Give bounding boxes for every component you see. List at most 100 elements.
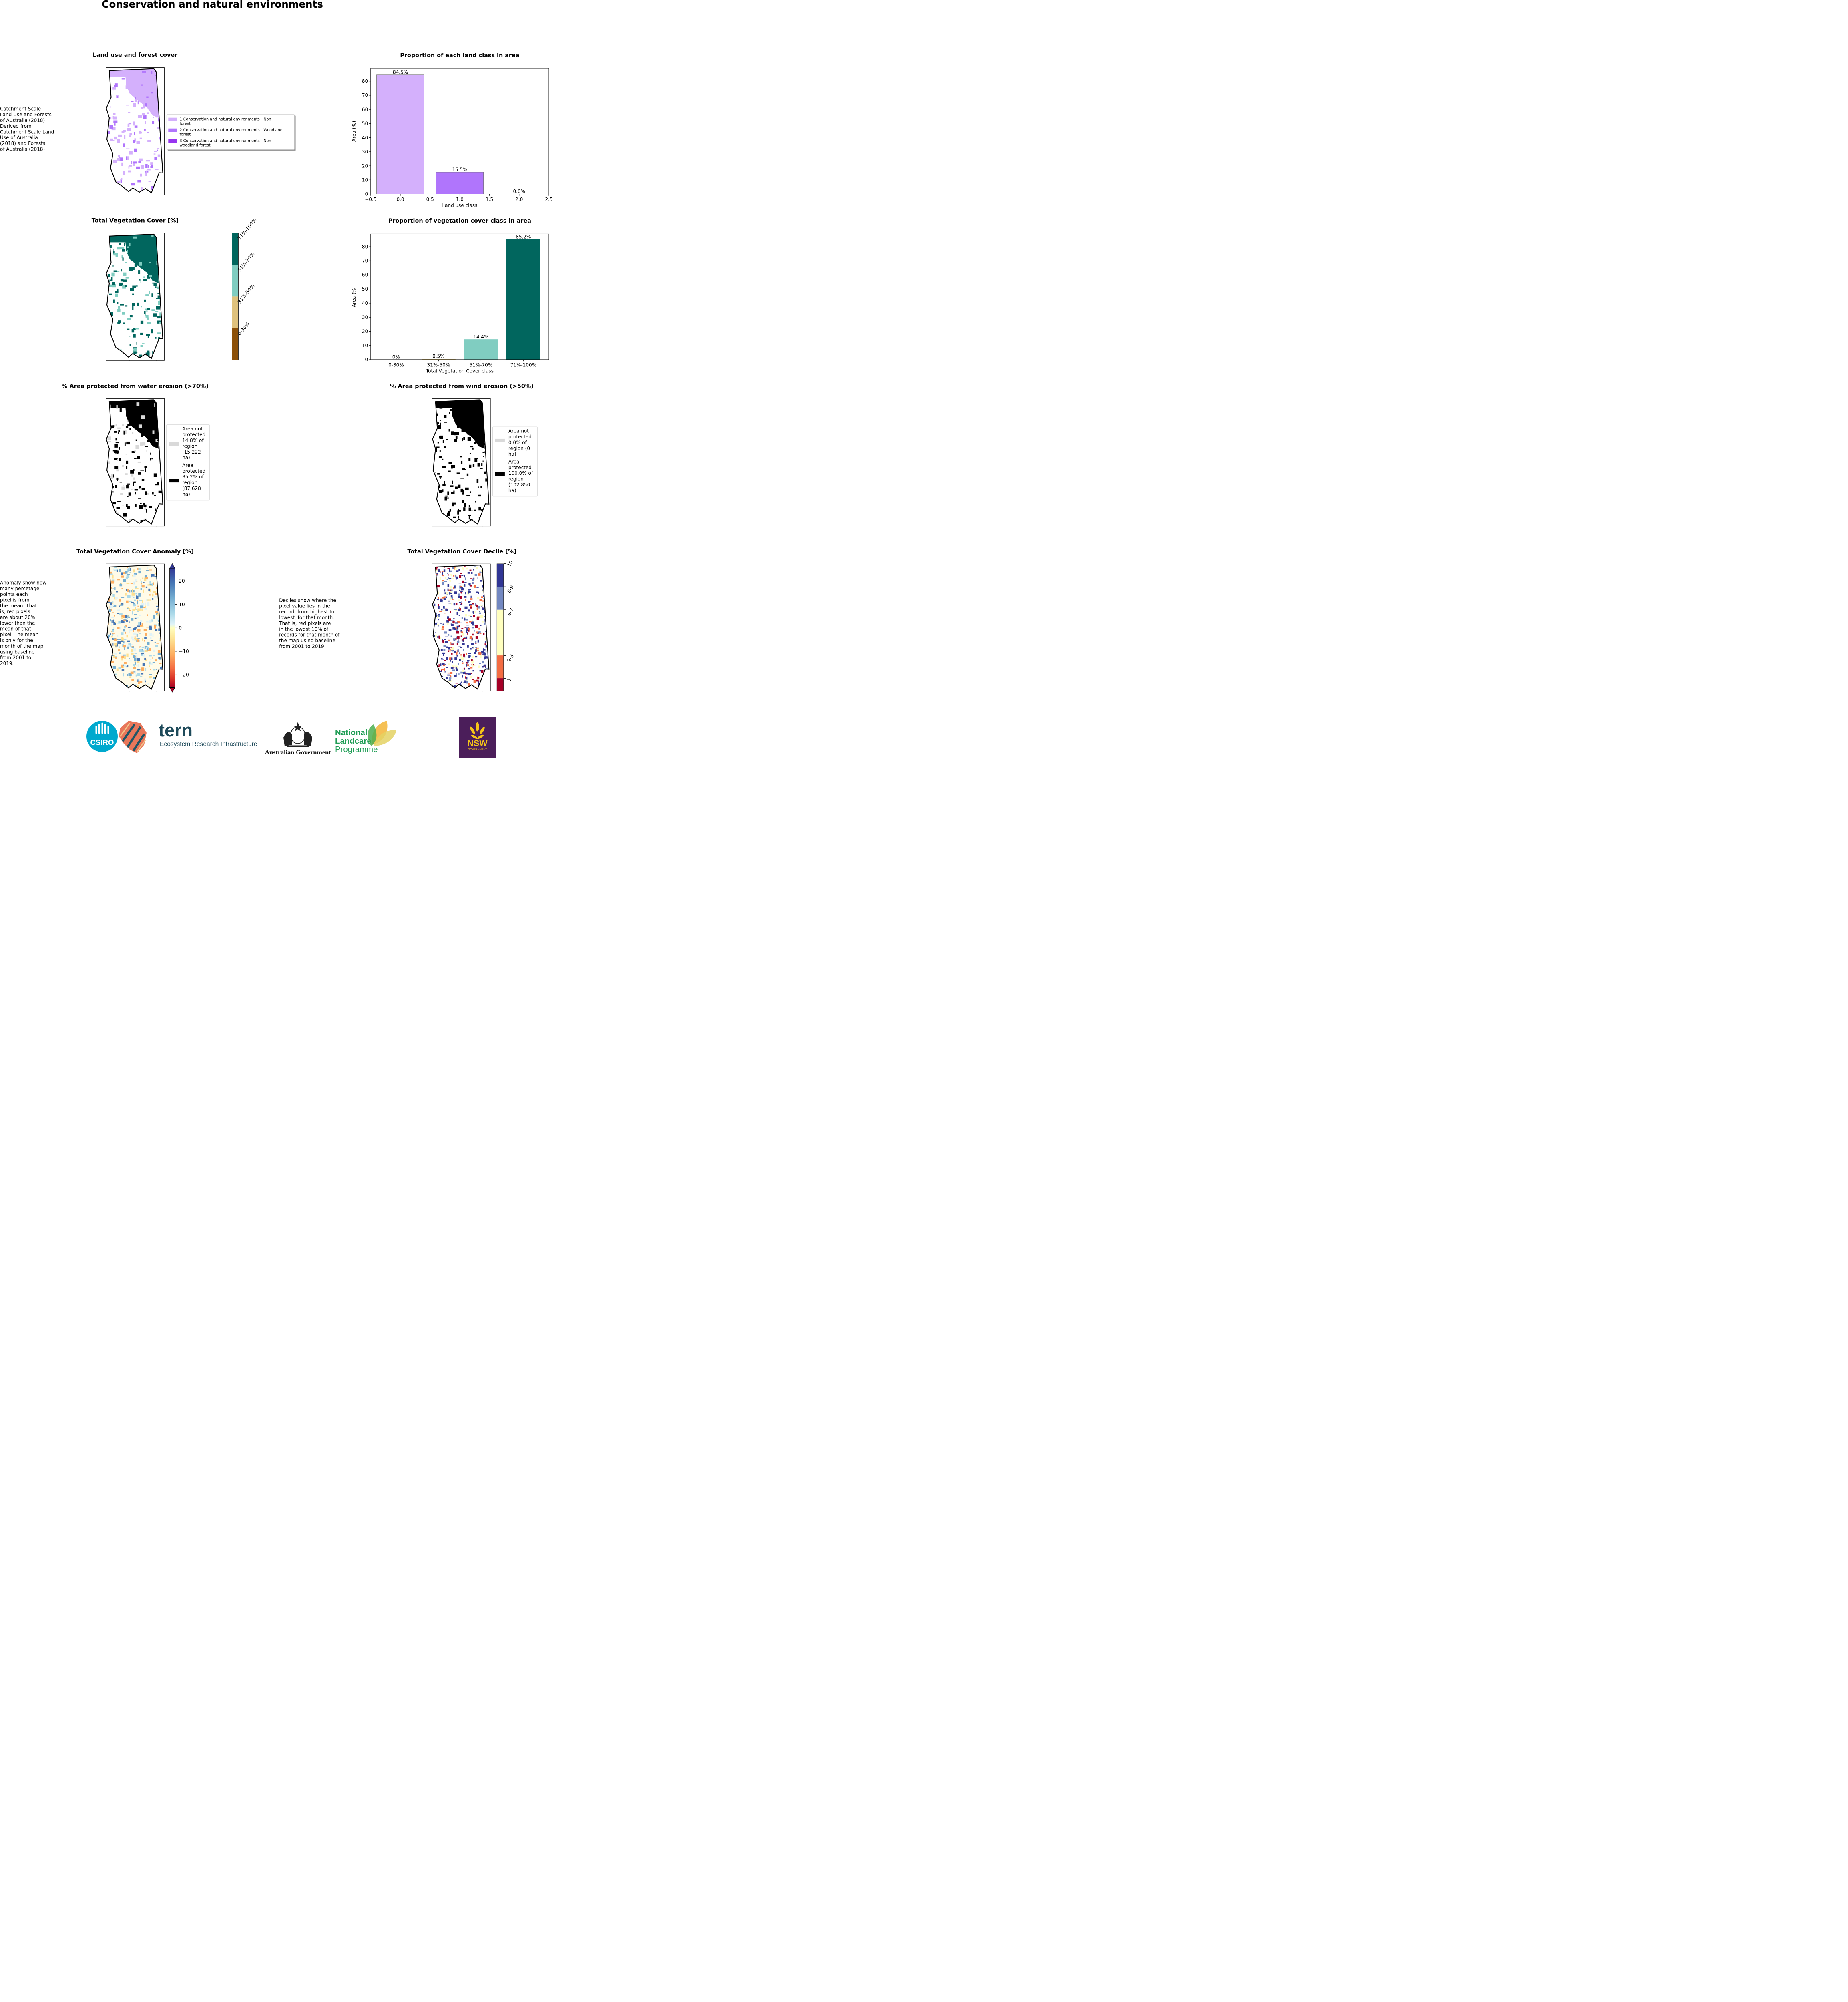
map-pixel-patch (124, 639, 127, 640)
map-pixel-patch (129, 519, 133, 522)
map-pixel-patch (127, 645, 130, 648)
map-pixel-patch (477, 605, 478, 607)
map-pixel-patch (476, 687, 478, 689)
map-pixel-patch (466, 628, 468, 631)
map-pixel-patch (120, 179, 122, 183)
map-pixel-patch (135, 674, 137, 677)
map-pixel-patch (108, 609, 111, 612)
map-pixel-patch (123, 619, 126, 621)
map-pixel-patch (472, 611, 474, 614)
map-pixel-patch (475, 641, 477, 643)
map-pixel-patch (126, 461, 128, 462)
legend-label: Area not protected 14.8% of region (15,2… (182, 426, 206, 461)
map-pixel-patch (143, 276, 145, 278)
map-pixel-patch (107, 634, 110, 636)
water-legend-protected: Area protected 85.2% of region (87,628 h… (169, 462, 205, 497)
map-pixel-patch (447, 568, 450, 569)
map-pixel-patch (119, 613, 123, 615)
map-pixel-patch (153, 153, 156, 155)
map-pixel-patch (149, 415, 151, 418)
map-pixel-patch (129, 315, 133, 318)
map-pixel-patch (126, 635, 128, 638)
map-pixel-patch (462, 662, 464, 664)
map-pixel-patch (135, 586, 137, 589)
map-pixel-patch (466, 677, 468, 680)
map-pixel-patch (466, 495, 470, 496)
map-pixel-patch (456, 627, 458, 629)
map-pixel-patch (454, 675, 457, 677)
map-pixel-patch (152, 121, 155, 124)
map-pixel-patch (108, 131, 110, 134)
map-pixel-patch (469, 569, 472, 571)
map-pixel-patch (462, 611, 464, 612)
map-pixel-patch (147, 683, 150, 685)
map-pixel-patch (129, 629, 133, 631)
colorbar-segment-10 (497, 564, 504, 587)
map-pixel-patch (464, 627, 466, 628)
decile-map-title: Total Vegetation Cover Decile [%] (407, 548, 516, 555)
map-pixel-patch (138, 681, 140, 684)
map-pixel-patch (123, 645, 126, 648)
map-pixel-patch (152, 662, 155, 663)
map-pixel-patch (150, 659, 152, 660)
map-pixel-patch (144, 466, 147, 468)
map-pixel-patch (112, 612, 114, 613)
map-pixel-patch (119, 644, 121, 646)
map-pixel-patch (149, 594, 151, 596)
map-pixel-patch (150, 80, 153, 83)
map-pixel-patch (134, 148, 137, 152)
map-pixel-patch (455, 638, 457, 640)
map-pixel-patch (474, 652, 476, 654)
map-pixel-patch (149, 665, 150, 667)
map-pixel-patch (134, 132, 135, 135)
map-pixel-patch (123, 322, 125, 324)
map-pixel-patch (140, 503, 142, 504)
map-pixel-patch (151, 574, 155, 577)
map-pixel-patch (148, 588, 150, 591)
map-pixel-patch (456, 570, 459, 572)
map-pixel-patch (479, 612, 481, 614)
y-tick-label: 40 (362, 135, 368, 141)
map-pixel-patch (470, 595, 472, 598)
map-pixel-patch (475, 649, 477, 652)
page-title: Conservation and natural environments (102, 0, 323, 10)
map-pixel-patch (130, 470, 134, 474)
map-pixel-patch (137, 101, 139, 105)
map-pixel-patch (453, 587, 454, 589)
map-pixel-patch (145, 647, 147, 649)
map-pixel-patch (142, 638, 143, 641)
map-pixel-patch (434, 623, 437, 625)
map-pixel-patch (485, 478, 488, 482)
map-pixel-patch (465, 567, 468, 570)
map-pixel-patch (146, 648, 148, 651)
map-pixel-patch (136, 596, 139, 599)
map-pixel-patch (440, 649, 443, 651)
map-pixel-patch (125, 85, 128, 89)
map-pixel-patch (463, 507, 466, 511)
map-pixel-patch (438, 664, 440, 667)
map-pixel-patch (153, 591, 156, 593)
map-pixel-patch (460, 647, 462, 648)
map-pixel-patch (121, 632, 124, 635)
map-pixel-patch (123, 279, 127, 282)
map-pixel-patch (437, 473, 440, 475)
map-pixel-patch (472, 619, 473, 623)
map-pixel-patch (456, 628, 459, 630)
map-pixel-patch (437, 624, 439, 625)
map-pixel-patch (439, 420, 441, 422)
csiro-logo: CSIRO (86, 721, 118, 752)
map-pixel-patch (129, 133, 132, 136)
map-pixel-patch (151, 186, 155, 190)
map-pixel-patch (458, 608, 460, 611)
map-pixel-patch (468, 516, 470, 520)
nlp-line-3: Programme (335, 745, 378, 754)
map-pixel-patch (476, 567, 478, 570)
map-pixel-patch (144, 657, 146, 660)
map-pixel-patch (477, 463, 480, 467)
map-pixel-patch (466, 662, 468, 664)
map-pixel-patch (137, 639, 139, 642)
map-pixel-patch (456, 636, 458, 639)
map-pixel-patch (478, 507, 482, 511)
map-pixel-patch (454, 567, 457, 570)
map-pixel-patch (130, 644, 133, 646)
